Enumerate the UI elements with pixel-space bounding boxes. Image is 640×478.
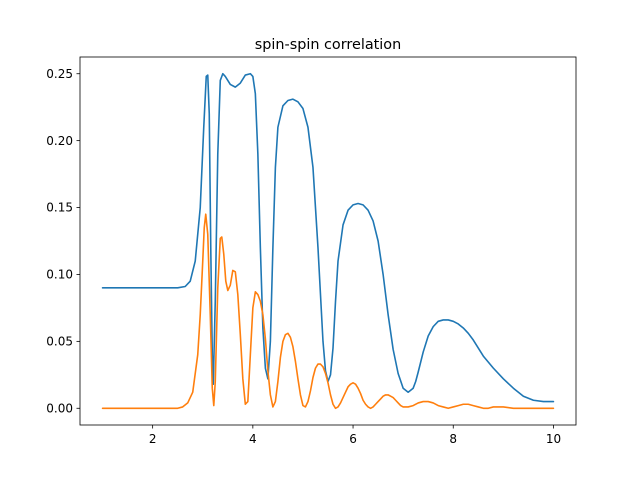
x-tick-label: 2 xyxy=(149,432,157,446)
plot-frame xyxy=(79,56,577,426)
series-layer xyxy=(101,72,555,410)
x-tick-label: 8 xyxy=(449,432,457,446)
series-line-1 xyxy=(101,72,555,403)
x-tick-label: 4 xyxy=(249,432,257,446)
x-tick-label: 10 xyxy=(546,432,561,446)
y-tick-label: 0.10 xyxy=(46,268,73,282)
series-line-2 xyxy=(101,213,555,410)
y-tick-label: 0.05 xyxy=(46,335,73,349)
axes-layer: 2 4 6 8 10 0.00 0.05 0.10 0.15 0.20 0.25 xyxy=(46,56,577,446)
y-tick-label: 0.25 xyxy=(46,67,73,81)
y-tick-label: 0.20 xyxy=(46,134,73,148)
x-tick-label: 6 xyxy=(349,432,357,446)
chart-title: spin-spin correlation xyxy=(255,37,402,53)
y-tick-label: 0.15 xyxy=(46,201,73,215)
y-tick-label: 0.00 xyxy=(46,401,73,415)
